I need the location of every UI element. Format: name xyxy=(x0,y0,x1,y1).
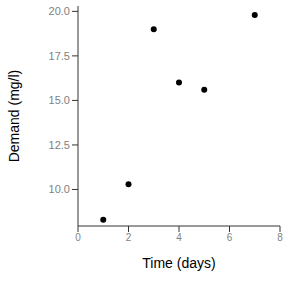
svg-text:12.5: 12.5 xyxy=(49,139,70,151)
svg-text:17.5: 17.5 xyxy=(49,50,70,62)
svg-text:2: 2 xyxy=(126,232,132,243)
svg-text:6: 6 xyxy=(227,232,233,243)
svg-text:4: 4 xyxy=(176,232,182,243)
svg-text:Demand (mg/l): Demand (mg/l) xyxy=(8,70,22,163)
svg-text:10.0: 10.0 xyxy=(49,183,70,195)
svg-text:15.0: 15.0 xyxy=(49,94,70,106)
svg-text:20.0: 20.0 xyxy=(49,5,70,17)
svg-text:0: 0 xyxy=(75,232,81,243)
svg-text:Time (days): Time (days) xyxy=(142,255,215,271)
svg-text:8: 8 xyxy=(277,232,280,243)
